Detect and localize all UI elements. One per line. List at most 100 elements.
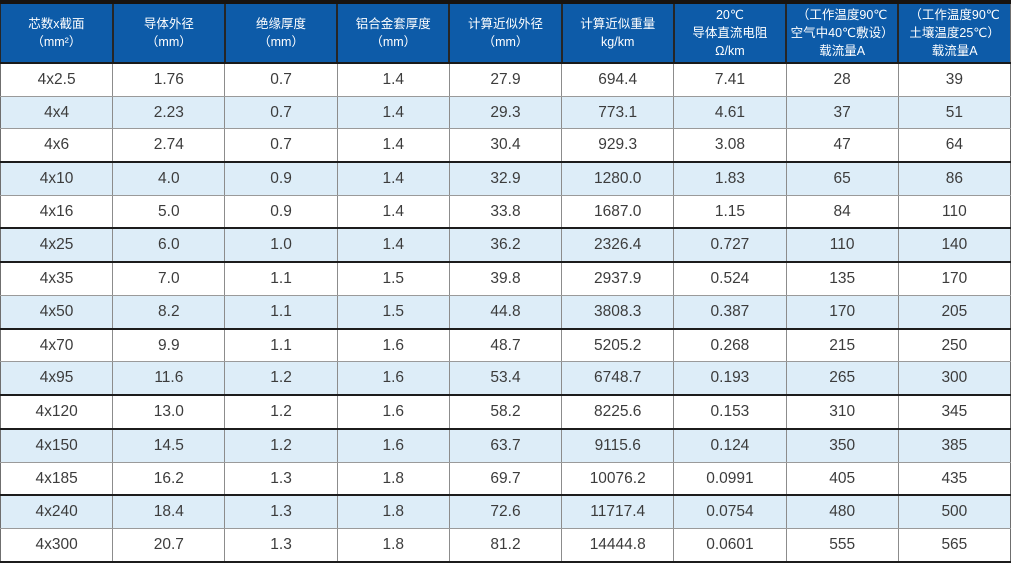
data-cell: 250 [897,328,1011,363]
data-cell: 33.8 [448,195,562,230]
table-row: 4x16 5.0 0.9 1.4 33.8 1687.0 1.15 84 110 [0,195,1011,230]
data-cell: 28 [785,63,899,98]
table-row: 4x150 14.5 1.2 1.6 63.7 9115.6 0.124 350 385 [0,429,1011,463]
data-cell: 345 [897,395,1011,431]
data-cell: 1.83 [673,162,787,196]
data-cell: 1.4 [336,128,450,164]
data-cell: 11.6 [112,361,225,397]
table-row: 4x185 16.2 1.3 1.8 69.7 10076.2 0.0991 405 435 [0,462,1011,497]
row-label-cell: 4x185 [0,462,113,497]
row-label-cell: 4x25 [0,228,113,264]
data-cell: 16.2 [112,462,225,497]
data-cell: 13.0 [112,395,225,431]
data-cell: 1.6 [336,429,450,463]
row-label-cell: 4x50 [0,295,113,330]
data-cell: 37 [785,96,899,130]
data-cell: 9.9 [112,328,225,363]
data-cell: 0.268 [673,328,787,363]
data-cell: 47 [785,128,899,164]
row-label-cell: 4x95 [0,361,113,397]
data-cell: 1.4 [336,96,450,130]
data-cell: 18.4 [112,495,225,530]
data-cell: 1.3 [224,462,338,497]
data-cell: 140 [897,228,1011,264]
data-cell: 39.8 [448,262,562,297]
data-cell: 6.0 [112,228,225,264]
data-cell: 0.7 [224,96,338,130]
table-row: 4x120 13.0 1.2 1.6 58.2 8225.6 0.153 310 345 [0,395,1011,431]
data-cell: 1.0 [224,228,338,264]
row-label-cell: 4x4 [0,96,113,130]
data-cell: 2.23 [112,96,225,130]
column-header: （工作温度90℃ 土壤温度25℃） 载流量A [897,0,1011,65]
data-cell: 63.7 [448,429,562,463]
data-cell: 1.6 [336,361,450,397]
data-cell: 773.1 [561,96,674,130]
data-cell: 44.8 [448,295,562,330]
data-cell: 51 [897,96,1011,130]
data-cell: 0.0754 [673,495,787,530]
data-cell: 1.76 [112,63,225,98]
data-cell: 1.4 [336,162,450,196]
data-cell: 1.1 [224,328,338,363]
data-cell: 1.6 [336,395,450,431]
data-cell: 8.2 [112,295,225,330]
row-label-cell: 4x150 [0,429,113,463]
data-cell: 405 [785,462,899,497]
row-label-cell: 4x300 [0,528,113,563]
table-row: 4x35 7.0 1.1 1.5 39.8 2937.9 0.524 135 170 [0,262,1011,297]
data-cell: 29.3 [448,96,562,130]
data-cell: 0.387 [673,295,787,330]
data-cell: 1.2 [224,361,338,397]
data-cell: 65 [785,162,899,196]
data-cell: 110 [897,195,1011,230]
data-cell: 0.0991 [673,462,787,497]
data-cell: 20.7 [112,528,225,563]
column-header: 20℃ 导体直流电阻 Ω/km [672,0,787,65]
data-cell: 7.41 [673,63,787,98]
data-cell: 385 [897,429,1011,463]
data-cell: 1280.0 [561,162,674,196]
data-cell: 0.727 [673,228,787,264]
data-cell: 1.8 [336,495,450,530]
data-cell: 14444.8 [561,528,674,563]
data-cell: 11717.4 [561,495,674,530]
data-cell: 1.6 [336,328,450,363]
column-header: 计算近似重量 kg/km [560,0,674,65]
data-cell: 0.153 [673,395,787,431]
data-cell: 1.1 [224,295,338,330]
table-header: 芯数x截面 （mm²） 导体外径 （mm） 绝缘厚度 （mm） 铝合金套厚度 （mm）… [0,0,1011,65]
data-cell: 86 [897,162,1011,196]
data-cell: 500 [897,495,1011,530]
data-cell: 1.4 [336,63,450,98]
data-cell: 1.8 [336,528,450,563]
data-cell: 64 [897,128,1011,164]
column-header: （工作温度90℃ 空气中40℃敷设） 载流量A [785,0,899,65]
table-row: 4x10 4.0 0.9 1.4 32.9 1280.0 1.83 65 86 [0,162,1011,196]
data-cell: 555 [785,528,899,563]
table-row: 4x6 2.74 0.7 1.4 30.4 929.3 3.08 47 64 [0,128,1011,164]
data-cell: 1.4 [336,195,450,230]
data-cell: 1.1 [224,262,338,297]
data-cell: 929.3 [561,128,674,164]
data-cell: 4.0 [112,162,225,196]
table-row: 4x4 2.23 0.7 1.4 29.3 773.1 4.61 37 51 [0,96,1011,130]
data-cell: 1.5 [336,262,450,297]
table-body: 4x2.5 1.76 0.7 1.4 27.9 694.4 7.41 28 39 4x4 2.23 0… [0,63,1011,563]
data-cell: 265 [785,361,899,397]
row-label-cell: 4x2.5 [0,63,113,98]
data-cell: 69.7 [448,462,562,497]
data-cell: 5.0 [112,195,225,230]
data-cell: 1.15 [673,195,787,230]
data-cell: 1.3 [224,495,338,530]
data-cell: 350 [785,429,899,463]
data-cell: 10076.2 [561,462,674,497]
data-cell: 435 [897,462,1011,497]
data-cell: 36.2 [448,228,562,264]
data-cell: 1687.0 [561,195,674,230]
data-cell: 58.2 [448,395,562,431]
data-cell: 135 [785,262,899,297]
data-cell: 480 [785,495,899,530]
